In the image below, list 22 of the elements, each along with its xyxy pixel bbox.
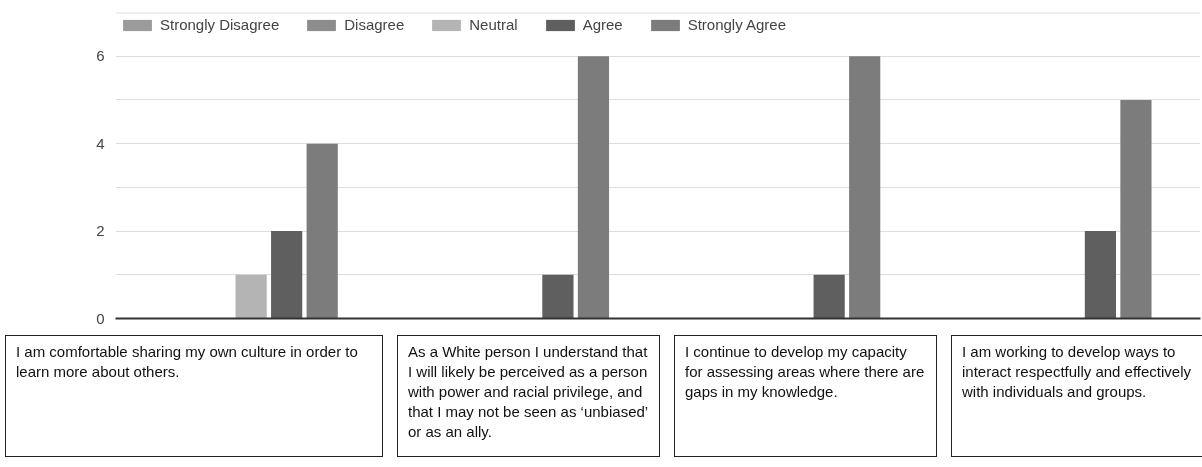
legend-label: Agree — [582, 16, 623, 33]
bar — [1084, 231, 1117, 319]
legend-label: Disagree — [344, 16, 405, 33]
legend-label: Neutral — [469, 16, 518, 33]
bar — [849, 56, 881, 319]
x-tick-label: I am comfortable sharing my own culture in order to learn more about others. — [16, 342, 359, 382]
x-tick-label: I am working to develop ways to interact respectfully and effectively with individuals and groups. — [962, 342, 1192, 402]
bar — [1120, 99, 1152, 319]
y-tick-label: 2 — [96, 222, 105, 240]
legend-label: Strongly Agree — [687, 16, 787, 33]
y-tick-label: 6 — [96, 47, 105, 65]
bar — [306, 143, 338, 319]
x-tick-label: I continue to develop my capacity for assessing areas where there are gaps in my knowledge. — [685, 342, 926, 402]
bar — [542, 274, 574, 319]
x-tick-label: As a White person I understand that I will likely be perceived as a person with power and racial privilege, and that I may not be seen as ‘unbiased’ or as an ally. — [408, 342, 649, 442]
bar — [577, 56, 610, 319]
bar — [813, 274, 845, 319]
y-tick-label: 0 — [96, 309, 105, 327]
bar — [235, 274, 267, 319]
y-tick-label: 4 — [96, 134, 105, 152]
legend-label: Strongly Disagree — [160, 16, 280, 33]
bar — [271, 231, 303, 319]
